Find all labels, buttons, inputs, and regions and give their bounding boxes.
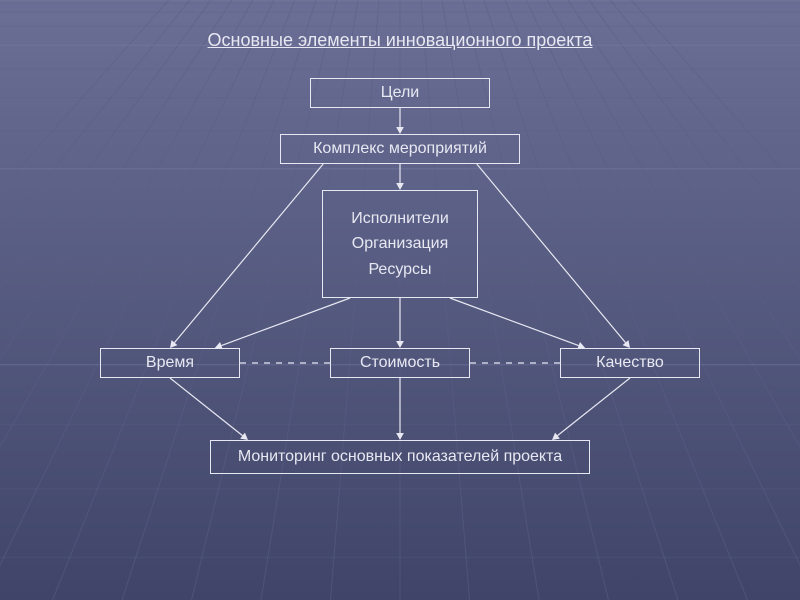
node-activities: Комплекс мероприятий <box>280 134 520 164</box>
node-activities-line: Комплекс мероприятий <box>313 136 487 162</box>
node-center-line: Организация <box>352 231 449 257</box>
node-quality: Качество <box>560 348 700 378</box>
node-goals-line: Цели <box>381 80 419 106</box>
node-cost: Стоимость <box>330 348 470 378</box>
page-title: Основные элементы инновационного проекта <box>0 30 800 51</box>
node-cost-line: Стоимость <box>360 350 440 376</box>
node-center-line: Исполнители <box>351 206 449 232</box>
node-quality-line: Качество <box>596 350 664 376</box>
node-center: ИсполнителиОрганизацияРесурсы <box>322 190 478 298</box>
node-monitoring: Мониторинг основных показателей проекта <box>210 440 590 474</box>
node-time: Время <box>100 348 240 378</box>
node-center-line: Ресурсы <box>368 257 431 283</box>
node-goals: Цели <box>310 78 490 108</box>
node-monitoring-line: Мониторинг основных показателей проекта <box>238 444 562 470</box>
node-time-line: Время <box>146 350 194 376</box>
